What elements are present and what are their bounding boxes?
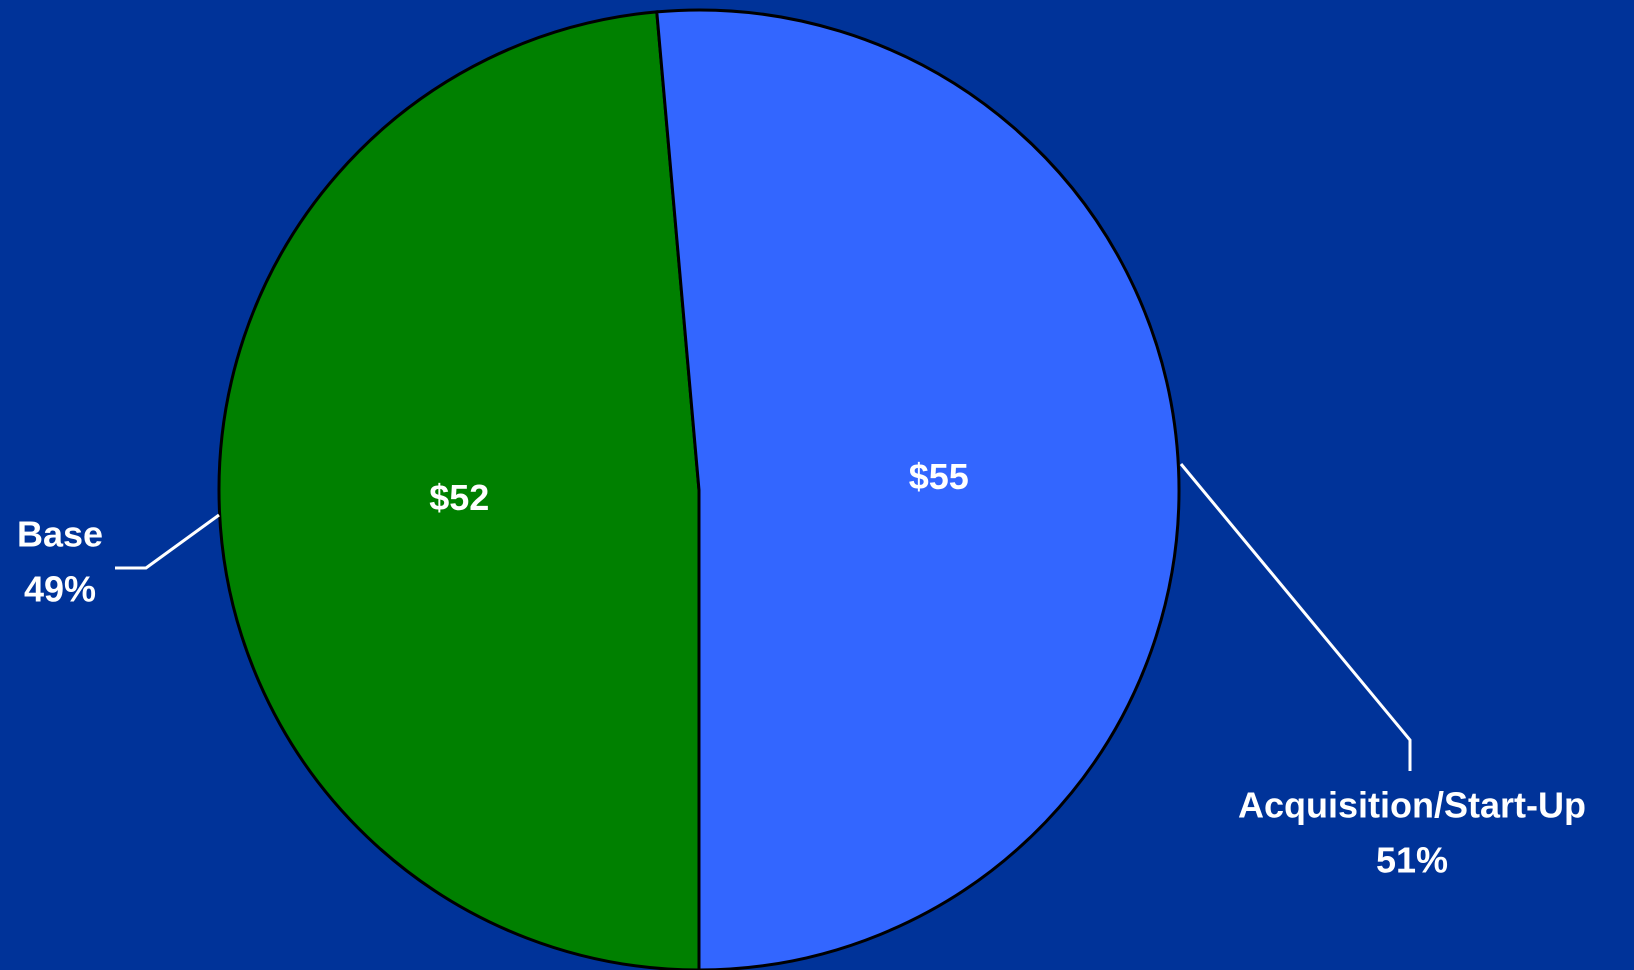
category-label: Base [17, 514, 103, 555]
leader-line [1179, 463, 1412, 771]
leader-line [115, 513, 220, 570]
category-label: Acquisition/Start-Up [1238, 785, 1586, 826]
value-label: $52 [429, 477, 489, 518]
percent-label: 51% [1376, 840, 1448, 881]
pie-slice [655, 8, 1181, 970]
pie-slice [217, 10, 701, 970]
value-label: $55 [909, 456, 969, 497]
percent-label: 49% [24, 569, 96, 610]
